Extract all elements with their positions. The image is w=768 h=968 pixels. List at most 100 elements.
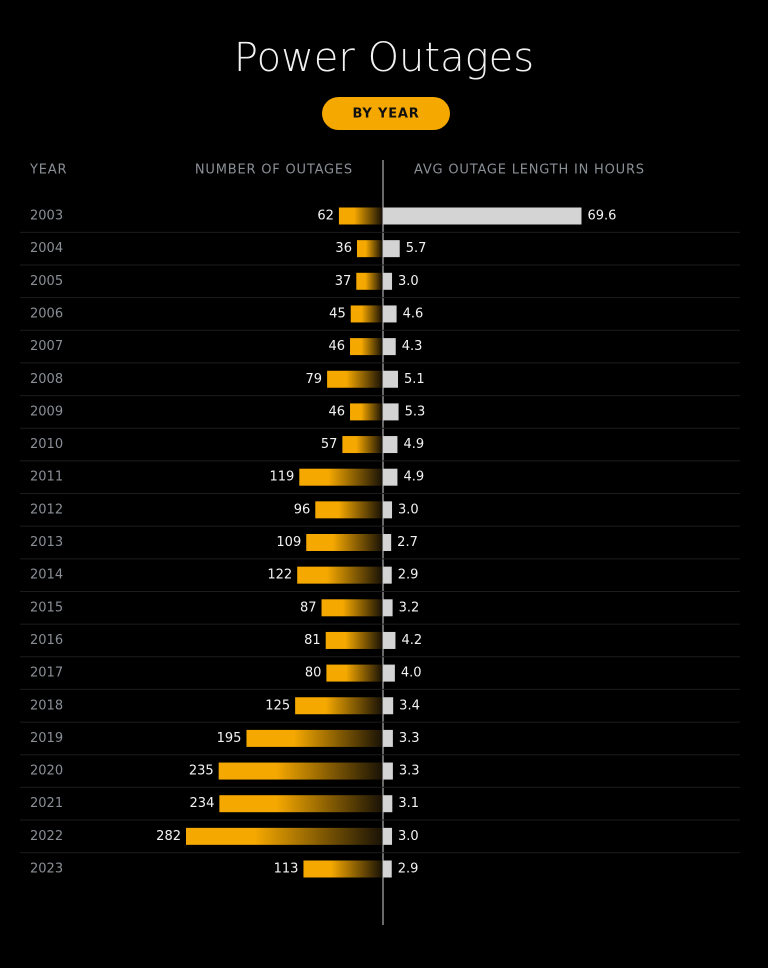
category-label: 2018 bbox=[30, 698, 63, 713]
value-label: 3.4 bbox=[399, 698, 420, 713]
value-label: 96 bbox=[294, 502, 311, 517]
value-label: 3.0 bbox=[398, 502, 419, 517]
value-label: 57 bbox=[321, 437, 338, 452]
value-label: 36 bbox=[335, 241, 352, 256]
bar bbox=[342, 436, 382, 454]
bar bbox=[383, 566, 392, 584]
category-label: 2015 bbox=[30, 600, 63, 615]
value-label: 46 bbox=[328, 339, 345, 354]
bar bbox=[295, 697, 382, 715]
bar bbox=[327, 370, 382, 388]
value-label: 282 bbox=[156, 829, 181, 844]
value-label: 87 bbox=[300, 600, 317, 615]
bar bbox=[218, 762, 382, 780]
bar bbox=[383, 436, 398, 454]
category-label: 2010 bbox=[30, 437, 63, 452]
value-label: 234 bbox=[190, 796, 215, 811]
bar bbox=[383, 534, 392, 551]
bar bbox=[383, 631, 396, 649]
value-label: 113 bbox=[274, 862, 299, 877]
category-label: 2022 bbox=[30, 829, 63, 844]
value-label: 4.6 bbox=[403, 306, 424, 321]
bar bbox=[350, 403, 382, 421]
bar bbox=[356, 272, 382, 290]
category-label: 2011 bbox=[30, 470, 63, 485]
bar bbox=[303, 860, 382, 878]
bar bbox=[383, 370, 399, 388]
value-label: 235 bbox=[189, 764, 214, 779]
bar bbox=[299, 468, 382, 486]
category-header: YEAR bbox=[29, 163, 67, 178]
value-label: 79 bbox=[306, 372, 323, 387]
value-label: 109 bbox=[276, 535, 301, 550]
chart-title: Power Outages bbox=[234, 35, 534, 81]
bar bbox=[315, 501, 382, 519]
legend-entry: AVG OUTAGE LENGTH IN HOURS bbox=[414, 163, 645, 178]
subtitle: BY YEAR bbox=[352, 107, 419, 122]
category-label: 2013 bbox=[30, 535, 63, 550]
bar bbox=[321, 599, 382, 617]
bar bbox=[383, 827, 393, 845]
value-label: 3.2 bbox=[399, 600, 420, 615]
value-label: 46 bbox=[328, 404, 345, 419]
category-label: 2007 bbox=[30, 339, 63, 354]
value-label: 122 bbox=[267, 568, 292, 583]
bar bbox=[186, 827, 382, 845]
category-label: 2023 bbox=[30, 862, 63, 877]
value-label: 195 bbox=[217, 731, 242, 746]
bar bbox=[383, 697, 394, 715]
value-label: 3.0 bbox=[398, 274, 419, 289]
value-label: 4.9 bbox=[403, 470, 424, 485]
bar bbox=[383, 599, 393, 617]
category-label: 2019 bbox=[30, 731, 63, 746]
subtitle-pill bbox=[322, 97, 450, 130]
category-label: 2009 bbox=[30, 404, 63, 419]
value-label: 81 bbox=[304, 633, 321, 648]
legend-entry: NUMBER OF OUTAGES bbox=[195, 163, 353, 178]
bar bbox=[383, 762, 393, 780]
bar bbox=[246, 729, 382, 747]
bar bbox=[383, 501, 393, 519]
category-label: 2017 bbox=[30, 666, 63, 681]
bar bbox=[356, 240, 382, 258]
value-label: 2.9 bbox=[398, 568, 419, 583]
bar bbox=[306, 534, 382, 551]
value-label: 4.2 bbox=[401, 633, 422, 648]
value-label: 5.1 bbox=[404, 372, 425, 387]
category-label: 2008 bbox=[30, 372, 63, 387]
bar bbox=[383, 338, 396, 356]
bar bbox=[326, 664, 382, 682]
bar bbox=[383, 664, 395, 682]
category-label: 2003 bbox=[30, 209, 63, 224]
bar bbox=[383, 729, 393, 747]
value-label: 3.3 bbox=[399, 764, 420, 779]
value-label: 4.0 bbox=[401, 666, 422, 681]
category-label: 2012 bbox=[30, 502, 63, 517]
category-label: 2021 bbox=[30, 796, 63, 811]
value-label: 4.3 bbox=[402, 339, 423, 354]
bar bbox=[383, 795, 393, 813]
category-label: 2014 bbox=[30, 568, 63, 583]
bar bbox=[338, 207, 382, 225]
value-label: 5.7 bbox=[406, 241, 427, 256]
value-label: 5.3 bbox=[405, 404, 426, 419]
value-label: 3.0 bbox=[398, 829, 419, 844]
bar bbox=[219, 795, 382, 813]
value-label: 2.9 bbox=[398, 862, 419, 877]
bar bbox=[383, 272, 393, 290]
bar bbox=[383, 860, 392, 878]
category-label: 2006 bbox=[30, 306, 63, 321]
value-label: 45 bbox=[329, 306, 346, 321]
category-label: 2020 bbox=[30, 764, 63, 779]
value-label: 69.6 bbox=[588, 209, 617, 224]
category-label: 2005 bbox=[30, 274, 63, 289]
value-label: 3.3 bbox=[399, 731, 420, 746]
bar bbox=[383, 468, 398, 486]
value-label: 37 bbox=[335, 274, 352, 289]
bar bbox=[350, 338, 382, 356]
value-label: 125 bbox=[265, 698, 290, 713]
bar bbox=[383, 240, 400, 258]
bar bbox=[297, 566, 382, 584]
value-label: 3.1 bbox=[398, 796, 419, 811]
